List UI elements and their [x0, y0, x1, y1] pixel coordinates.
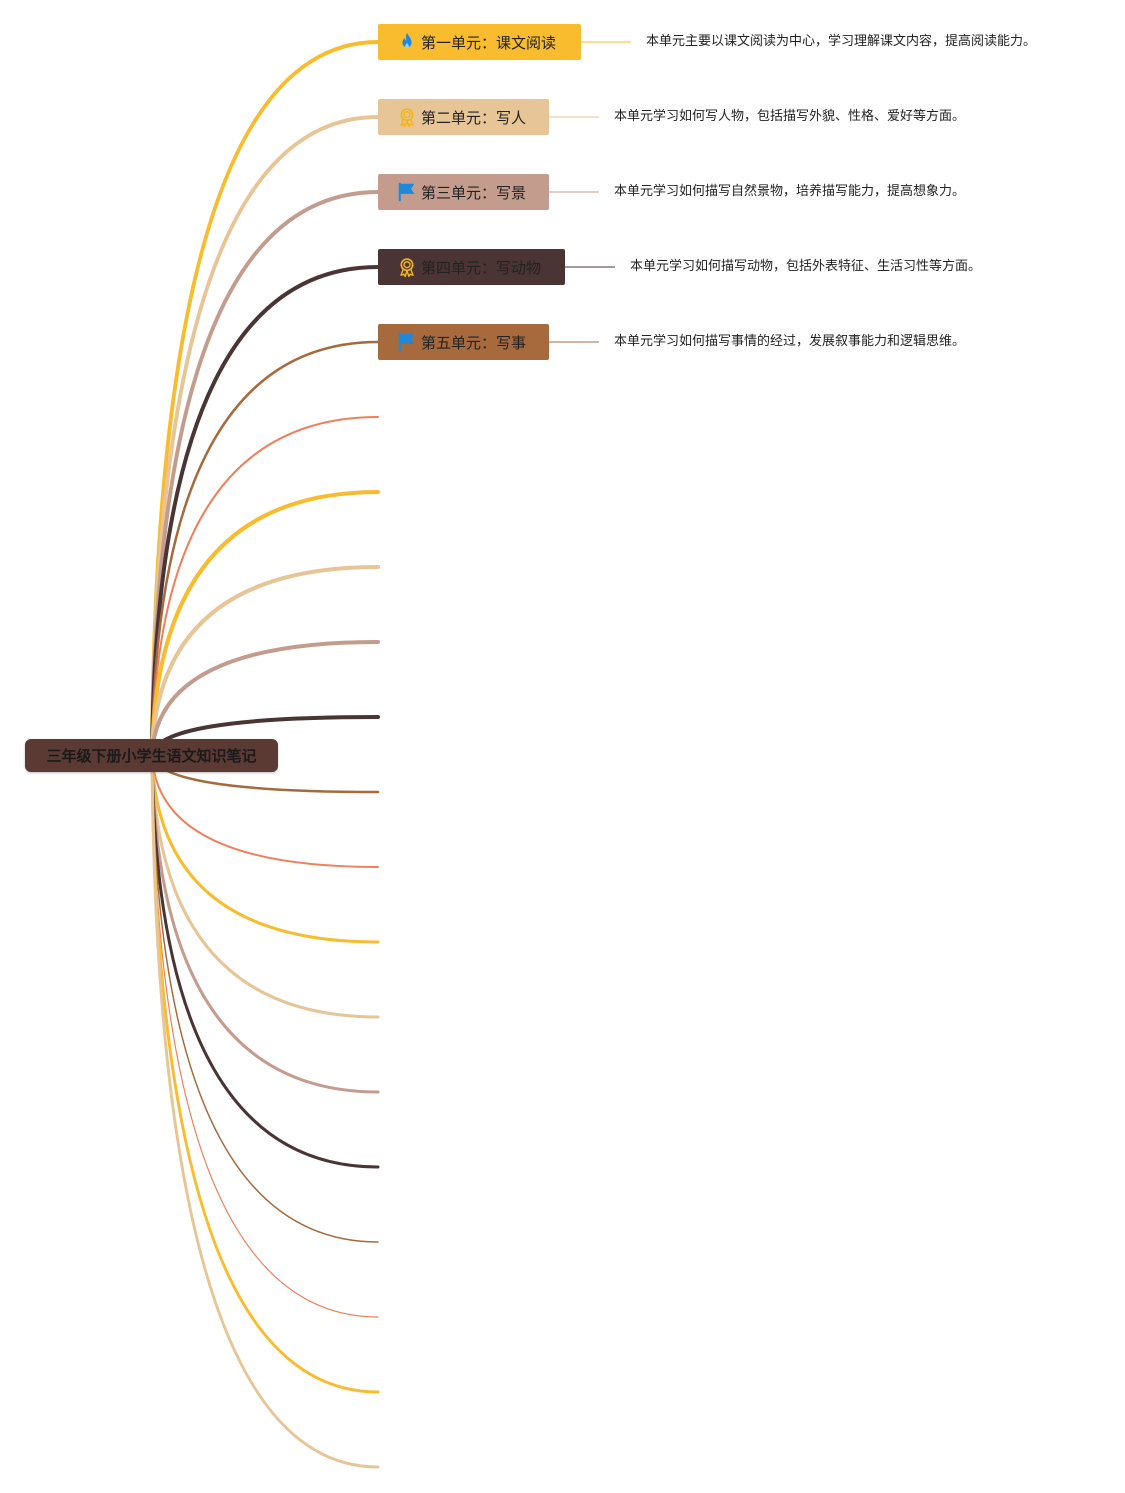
unit-topic[interactable]: 第二单元：写人: [378, 99, 549, 135]
empty-branch-connector: [150, 753, 380, 944]
empty-branch-connector: [151, 754, 379, 868]
empty-branch-connector: [150, 565, 380, 757]
empty-branch-connector: [151, 754, 379, 1243]
branch-connector: [150, 40, 380, 757]
branch-connector: [150, 340, 380, 757]
empty-branch-connector: [150, 753, 380, 1469]
flame-icon: [396, 31, 418, 53]
unit-topic-label: 第一单元：课文阅读: [421, 33, 557, 52]
medal-icon: [396, 106, 418, 128]
empty-branch-connector: [150, 753, 380, 1394]
unit-note[interactable]: 本单元学习如何描写自然景物，培养描写能力，提高想象力。: [614, 184, 966, 199]
empty-branch-connector: [150, 753, 380, 1169]
flag-icon: [396, 181, 418, 203]
unit-topic-label: 第三单元：写景: [421, 183, 527, 202]
empty-branch-connector: [150, 640, 380, 757]
unit-topic-label: 第四单元：写动物: [421, 258, 542, 277]
flag-icon: [396, 331, 418, 353]
unit-note[interactable]: 本单元学习如何描写事情的经过，发展叙事能力和逻辑思维。: [614, 334, 966, 349]
empty-branch-connector: [150, 753, 380, 1094]
unit-topic[interactable]: 第四单元：写动物: [378, 249, 565, 285]
unit-topic[interactable]: 第一单元：课文阅读: [378, 24, 581, 60]
branch-connector: [150, 265, 380, 757]
root-topic-label: 三年级下册小学生语文知识笔记: [46, 747, 257, 765]
empty-branch-connector: [151, 754, 379, 1318]
unit-note[interactable]: 本单元学习如何写人物，包括描写外貌、性格、爱好等方面。: [614, 109, 966, 124]
unit-topic-label: 第五单元：写事: [421, 333, 527, 352]
unit-note[interactable]: 本单元主要以课文阅读为中心，学习理解课文内容，提高阅读能力。: [646, 34, 1037, 49]
root-topic[interactable]: 三年级下册小学生语文知识笔记: [25, 739, 278, 772]
branch-connector: [150, 115, 380, 757]
empty-branch-connector: [151, 416, 379, 756]
unit-topic[interactable]: 第三单元：写景: [378, 174, 549, 210]
empty-branch-connector: [150, 753, 380, 1019]
medal-icon: [396, 256, 418, 278]
unit-topic-label: 第二单元：写人: [421, 108, 527, 127]
branch-connector: [150, 190, 380, 757]
unit-note[interactable]: 本单元学习如何描写动物，包括外表特征、生活习性等方面。: [630, 259, 982, 274]
unit-topic[interactable]: 第五单元：写事: [378, 324, 549, 360]
empty-branch-connector: [150, 490, 380, 757]
